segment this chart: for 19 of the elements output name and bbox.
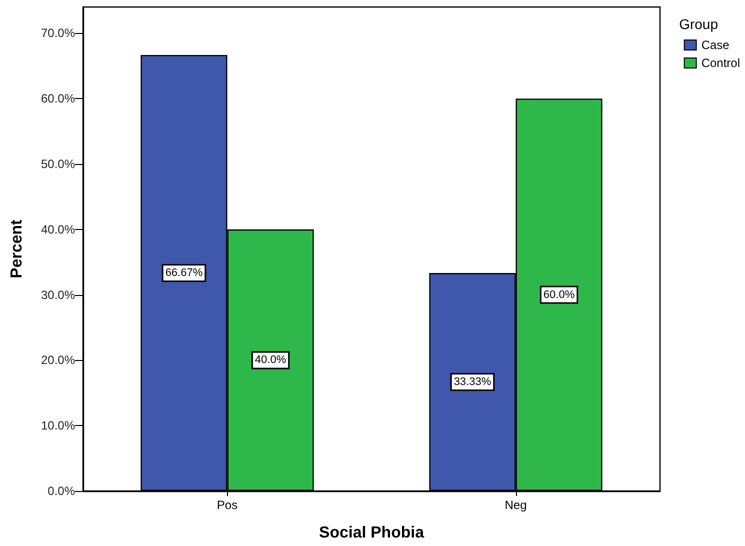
- x-tick-label: Pos: [216, 498, 238, 512]
- data-label: 40.0%: [254, 354, 286, 366]
- data-label: 60.0%: [543, 288, 575, 301]
- y-tick-label: 0.0%: [48, 484, 76, 498]
- y-tick-label: 20.0%: [40, 353, 76, 368]
- y-tick-label: 10.0%: [40, 418, 76, 433]
- x-axis-title: Social Phobia: [319, 524, 424, 542]
- legend-label: Case: [701, 38, 730, 52]
- legend-label: Control: [701, 56, 740, 70]
- y-tick-label: 30.0%: [40, 288, 76, 302]
- y-axis-title: Percent: [8, 218, 26, 278]
- data-label: 33.33%: [454, 376, 492, 388]
- data-label: 66.67%: [165, 266, 203, 279]
- x-tick-label: Neg: [504, 498, 527, 512]
- y-tick-label: 60.0%: [40, 92, 76, 106]
- y-tick-label: 70.0%: [40, 26, 76, 40]
- y-tick-label: 40.0%: [40, 222, 76, 236]
- y-tick-label: 50.0%: [40, 156, 76, 171]
- legend-title: Group: [679, 16, 718, 32]
